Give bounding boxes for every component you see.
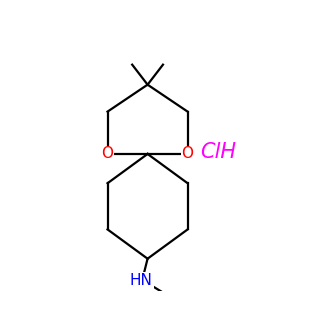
Text: HN: HN	[130, 273, 153, 288]
Text: O: O	[182, 146, 194, 162]
Text: O: O	[101, 146, 114, 162]
Text: ClH: ClH	[200, 143, 236, 163]
